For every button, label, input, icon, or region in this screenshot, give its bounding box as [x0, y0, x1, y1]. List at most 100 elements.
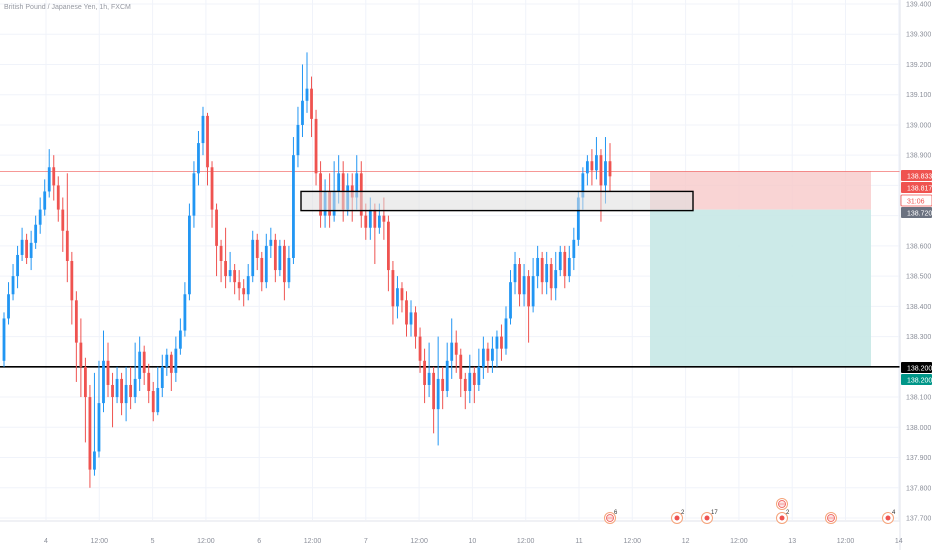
candle: [572, 227, 576, 271]
event-marker[interactable]: 4: [882, 510, 897, 524]
candle-body: [436, 378, 440, 410]
candle-body: [16, 254, 19, 277]
candle-body: [387, 221, 390, 271]
candle: [7, 282, 10, 325]
event-marker[interactable]: 2: [776, 510, 791, 524]
zone-box-layer[interactable]: [300, 190, 694, 212]
candle-body: [531, 276, 535, 307]
x-tick-label: 10: [469, 538, 477, 545]
candle: [242, 279, 246, 307]
resistance-zone-box[interactable]: [300, 190, 694, 212]
event-count: 2: [681, 510, 685, 516]
event-count: 2: [786, 510, 790, 516]
candle-body: [563, 251, 567, 277]
candle-body: [477, 366, 481, 385]
candle: [111, 372, 114, 428]
candle-body: [278, 245, 282, 271]
events-layer[interactable]: 6 2 17 2 4: [604, 498, 897, 524]
candle-body: [495, 336, 499, 349]
y-tick-label: 137.800: [906, 485, 931, 492]
candle: [210, 161, 214, 228]
x-tick-label: 12:00: [837, 538, 855, 545]
candle-body: [463, 378, 467, 392]
price-badge: 138.817: [901, 182, 932, 193]
event-marker[interactable]: 2: [671, 510, 686, 524]
candle-body: [522, 276, 526, 295]
x-tick-label: 6: [257, 538, 261, 545]
x-tick-label: 12:00: [624, 538, 642, 545]
candle: [156, 366, 160, 416]
candle: [518, 257, 521, 307]
candle-body: [11, 276, 15, 295]
candle: [536, 245, 540, 289]
candle-body: [599, 155, 603, 186]
candle-body: [558, 251, 562, 271]
candle: [509, 270, 512, 325]
candle-body: [269, 239, 273, 246]
x-tick-label: 12:00: [197, 538, 215, 545]
candle-body: [585, 161, 589, 174]
candle-body: [468, 372, 472, 392]
y-tick-label: 138.900: [906, 153, 931, 160]
candle-body: [138, 351, 142, 379]
candle-body: [25, 239, 29, 258]
candle: [477, 348, 481, 392]
candle-body: [111, 384, 114, 398]
price-badge: 31:06: [900, 194, 932, 207]
candle-body: [93, 451, 96, 470]
candle-body: [120, 378, 123, 404]
candle-body: [74, 300, 78, 343]
y-tick-label: 138.300: [906, 334, 931, 341]
candle-body: [178, 330, 182, 349]
candle: [486, 342, 490, 373]
candle-body: [432, 372, 436, 410]
candle-body: [102, 360, 105, 404]
candle: [513, 251, 517, 295]
candle-body: [527, 276, 530, 307]
flag-icon: [885, 515, 891, 521]
x-tick-label: 12:00: [730, 538, 748, 545]
candle: [29, 230, 33, 271]
candle-body: [441, 378, 445, 392]
candle: [2, 312, 6, 367]
candle-body: [427, 372, 431, 385]
candle-body: [572, 239, 576, 258]
candle: [233, 264, 237, 295]
candle: [255, 233, 259, 271]
x-tick-label: 12: [682, 538, 690, 545]
candle-body: [405, 300, 408, 325]
candle: [120, 372, 123, 416]
price-badge-text: 138.720: [907, 211, 932, 218]
take-profit-zone[interactable]: [650, 209, 871, 367]
candle: [305, 52, 309, 113]
candle-body: [409, 312, 413, 325]
candle: [61, 197, 65, 252]
event-marker[interactable]: [776, 498, 788, 510]
candle-body: [581, 173, 585, 198]
candle: [201, 106, 205, 156]
candle: [273, 233, 277, 283]
candle: [558, 245, 562, 277]
candle-body: [183, 294, 187, 331]
candle-body: [314, 118, 318, 174]
candle: [269, 227, 273, 258]
candle-body: [604, 161, 607, 186]
candle: [545, 251, 549, 295]
candle: [129, 366, 133, 410]
candle-body: [56, 185, 60, 210]
candle: [427, 342, 431, 398]
candle: [418, 327, 422, 373]
x-tick-label: 12:00: [91, 538, 109, 545]
time-axis[interactable]: 4 12:00 5 12:00 6 12:00 7 12:00 10 12:00 11 12:00 12…: [0, 520, 903, 545]
candle: [436, 336, 440, 446]
horizontal-lines[interactable]: [0, 170, 900, 368]
event-marker[interactable]: 17: [701, 510, 719, 524]
candle-body: [174, 348, 178, 373]
candle-body: [147, 372, 151, 392]
price-badge-bg: [901, 182, 932, 193]
candle-body: [206, 115, 209, 168]
event-marker[interactable]: [825, 512, 837, 524]
event-marker[interactable]: 6: [604, 510, 619, 524]
candle-body: [133, 378, 137, 398]
